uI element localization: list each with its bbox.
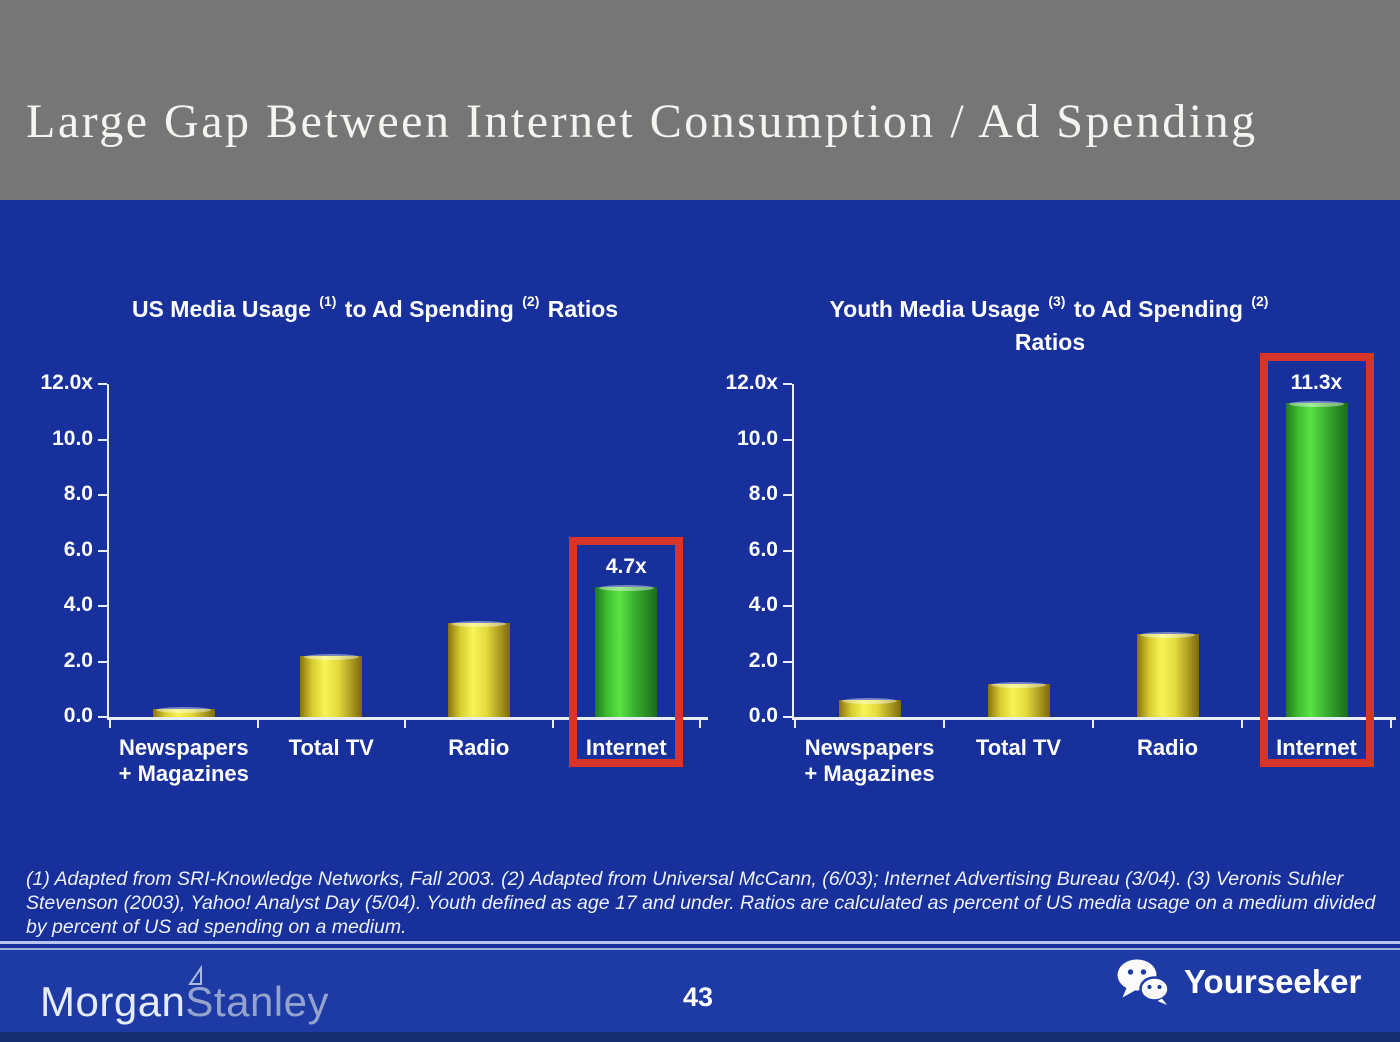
bar-internet <box>595 584 658 717</box>
chart-title-text: Youth Media Usage <box>829 296 1047 322</box>
y-axis-tick <box>783 660 792 663</box>
y-axis-label: 2.0 <box>748 648 778 672</box>
x-axis-tick <box>943 720 945 728</box>
morgan-stanley-logo: MorganStanley <box>40 965 329 1026</box>
divider-line <box>0 941 1400 950</box>
y-axis-label: 0.0 <box>748 704 778 727</box>
bar-newspapers-magazines <box>152 706 215 717</box>
yourseeker-label: Yourseeker <box>1184 963 1362 1000</box>
yourseeker-watermark: Yourseeker <box>1116 958 1361 1006</box>
x-axis-tick <box>794 720 796 728</box>
y-axis-label: 6.0 <box>748 537 778 561</box>
x-axis-line <box>107 717 708 720</box>
y-axis-line <box>107 384 109 720</box>
bar-total-tv <box>987 681 1050 717</box>
x-axis-tick <box>1241 720 1243 728</box>
category-label-internet: Internet <box>544 735 708 761</box>
y-axis-label: 12.0x <box>40 371 93 394</box>
footnote: (1) Adapted from SRI-Knowledge Networks,… <box>26 868 1376 938</box>
y-axis-tick <box>98 383 107 385</box>
category-label-line: + Magazines <box>118 761 249 787</box>
y-axis-tick <box>783 383 792 385</box>
y-axis-label: 6.0 <box>63 537 93 561</box>
bar-radio <box>447 620 510 717</box>
category-label-line: Newspapers <box>118 735 249 760</box>
chart-title-superscript: (1) <box>319 293 337 310</box>
y-axis-label: 0.0 <box>63 704 93 727</box>
morgan-stanley-logo-stanley: Stanley <box>185 978 329 1025</box>
category-label-radio: Radio <box>397 735 561 761</box>
page-number: 43 <box>682 982 714 1012</box>
highlight-box <box>569 536 684 767</box>
bottom-edge-strip <box>0 1032 1400 1042</box>
y-axis-label: 4.0 <box>63 593 93 616</box>
bar-value-label: 4.7x <box>605 554 647 578</box>
chart-title-text: Ratios <box>541 296 619 322</box>
category-label-line: Total TV <box>975 735 1062 760</box>
chart-title-text: to Ad Spending <box>338 296 521 322</box>
chart-title-superscript: (2) <box>522 293 540 310</box>
category-label-newspapers-magazines: Newspapers + Magazines <box>102 735 266 788</box>
highlight-box <box>1259 353 1374 767</box>
y-axis-tick <box>98 605 107 607</box>
category-label-line: Radio <box>448 735 510 760</box>
x-axis-tick <box>551 720 554 728</box>
x-axis-tick <box>404 720 406 728</box>
category-label-total-tv: Total TV <box>937 735 1101 761</box>
x-axis-tick <box>256 720 259 728</box>
category-label-line: Total TV <box>288 735 374 760</box>
x-axis-tick <box>1092 720 1094 728</box>
category-label-total-tv: Total TV <box>249 735 413 761</box>
y-axis-tick <box>783 438 792 441</box>
wechat-icon <box>1117 959 1170 1005</box>
category-label-line: + Magazines <box>804 761 935 787</box>
bar-internet <box>1285 401 1348 717</box>
y-axis-label: 10.0 <box>737 426 778 450</box>
footer: MorganStanley 43 Yourseeker <box>0 950 1400 1032</box>
chart-title-text: US Media Usage <box>131 296 318 322</box>
chart-title-text: to Ad Spending <box>1067 296 1250 322</box>
y-axis-tick <box>783 605 792 607</box>
y-axis-tick <box>98 716 107 718</box>
bar-value-label: 11.3x <box>1290 371 1343 395</box>
y-axis-tick <box>783 494 792 496</box>
chart-title-superscript: (3) <box>1048 293 1066 310</box>
y-axis-label: 2.0 <box>63 648 93 672</box>
bar-total-tv <box>300 653 363 717</box>
y-axis-tick <box>98 438 107 441</box>
y-axis-label: 12.0x <box>725 371 778 394</box>
chart-title-text: Ratios <box>1014 329 1086 356</box>
category-label-line: Radio <box>1136 735 1199 760</box>
y-axis-label: 8.0 <box>748 482 778 505</box>
y-axis-line <box>792 384 794 720</box>
category-label-internet: Internet <box>1235 735 1399 761</box>
chart-title: US Media Usage (1) to Ad Spending (2) Ra… <box>85 293 665 326</box>
category-label-line: Internet <box>585 735 667 760</box>
x-axis-line <box>792 717 1396 720</box>
y-axis-tick <box>783 549 792 552</box>
y-axis-tick <box>98 549 107 552</box>
x-axis-tick <box>1390 720 1392 728</box>
slide-header: Large Gap Between Internet Consumption /… <box>0 0 1400 200</box>
y-axis-label: 10.0 <box>52 426 93 450</box>
category-label-newspapers-magazines: Newspapers + Magazines <box>788 735 952 788</box>
category-label-line: Internet <box>1276 735 1357 760</box>
bar-radio <box>1136 631 1199 717</box>
category-label-radio: Radio <box>1086 735 1250 761</box>
y-axis-tick <box>98 494 107 496</box>
x-axis-tick <box>109 720 111 728</box>
bar-newspapers-magazines <box>838 698 901 717</box>
morgan-stanley-logo-morgan: Morgan <box>40 978 186 1025</box>
morgan-stanley-flag-icon <box>188 965 202 985</box>
slide-title: Large Gap Between Internet Consumption /… <box>26 95 1258 148</box>
y-axis-tick <box>98 660 107 663</box>
y-axis-label: 4.0 <box>748 593 778 616</box>
y-axis-tick <box>783 716 792 718</box>
chart-title: Youth Media Usage (3) to Ad Spending (2)… <box>795 293 1305 360</box>
y-axis-label: 8.0 <box>63 482 93 505</box>
x-axis-tick <box>699 720 701 728</box>
chart-title-superscript: (2) <box>1251 293 1269 310</box>
category-label-line: Newspapers <box>804 735 935 760</box>
